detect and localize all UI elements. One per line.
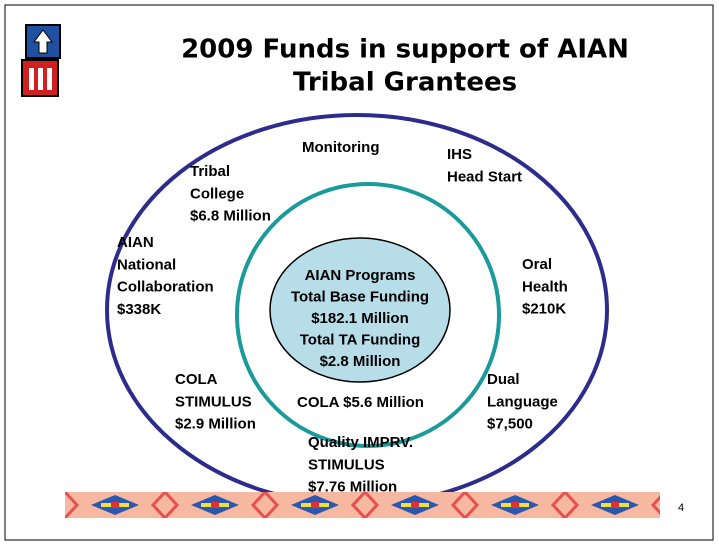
label-line: $7,500 — [487, 416, 533, 433]
label-line: $6.8 Million — [190, 208, 271, 225]
logo — [22, 25, 60, 96]
title-line: Tribal Grantees — [293, 68, 517, 98]
title-line: 2009 Funds in support of AIAN — [181, 35, 629, 65]
label-line: $2.9 Million — [175, 416, 256, 433]
label-line: $182.1 Million — [311, 310, 409, 327]
label-line: COLA — [175, 371, 218, 388]
label-line: Language — [487, 393, 558, 410]
label-line: College — [190, 185, 244, 202]
label-line: $210K — [522, 301, 566, 318]
label-line: $7.76 Million — [308, 479, 397, 496]
label-line: $338K — [117, 301, 161, 318]
label-line: STIMULUS — [308, 456, 385, 473]
label-line: IHS — [447, 146, 472, 163]
label-line: Health — [522, 278, 568, 295]
decorative-band — [65, 492, 660, 518]
label-line: Monitoring — [302, 139, 379, 156]
label-line: Dual — [487, 371, 520, 388]
label-line: COLA $5.6 Million — [297, 394, 424, 411]
label-line: AIAN — [117, 234, 154, 251]
page-number: 4 — [678, 502, 684, 514]
label-line: Oral — [522, 256, 552, 273]
label-line: Quality IMPRV. — [308, 434, 413, 451]
label-line: Total TA Funding — [300, 331, 421, 348]
label-line: Collaboration — [117, 279, 214, 296]
slide: 2009 Funds in support of AIAN Tribal Gra… — [0, 0, 719, 546]
label-line: Tribal — [190, 163, 230, 180]
label-line: National — [117, 256, 176, 273]
label-line: Total Base Funding — [291, 288, 429, 305]
label-line: AIAN Programs — [305, 267, 416, 284]
label-line: Head Start — [447, 168, 522, 185]
label-line: STIMULUS — [175, 393, 252, 410]
label-line: $2.8 Million — [320, 353, 401, 370]
